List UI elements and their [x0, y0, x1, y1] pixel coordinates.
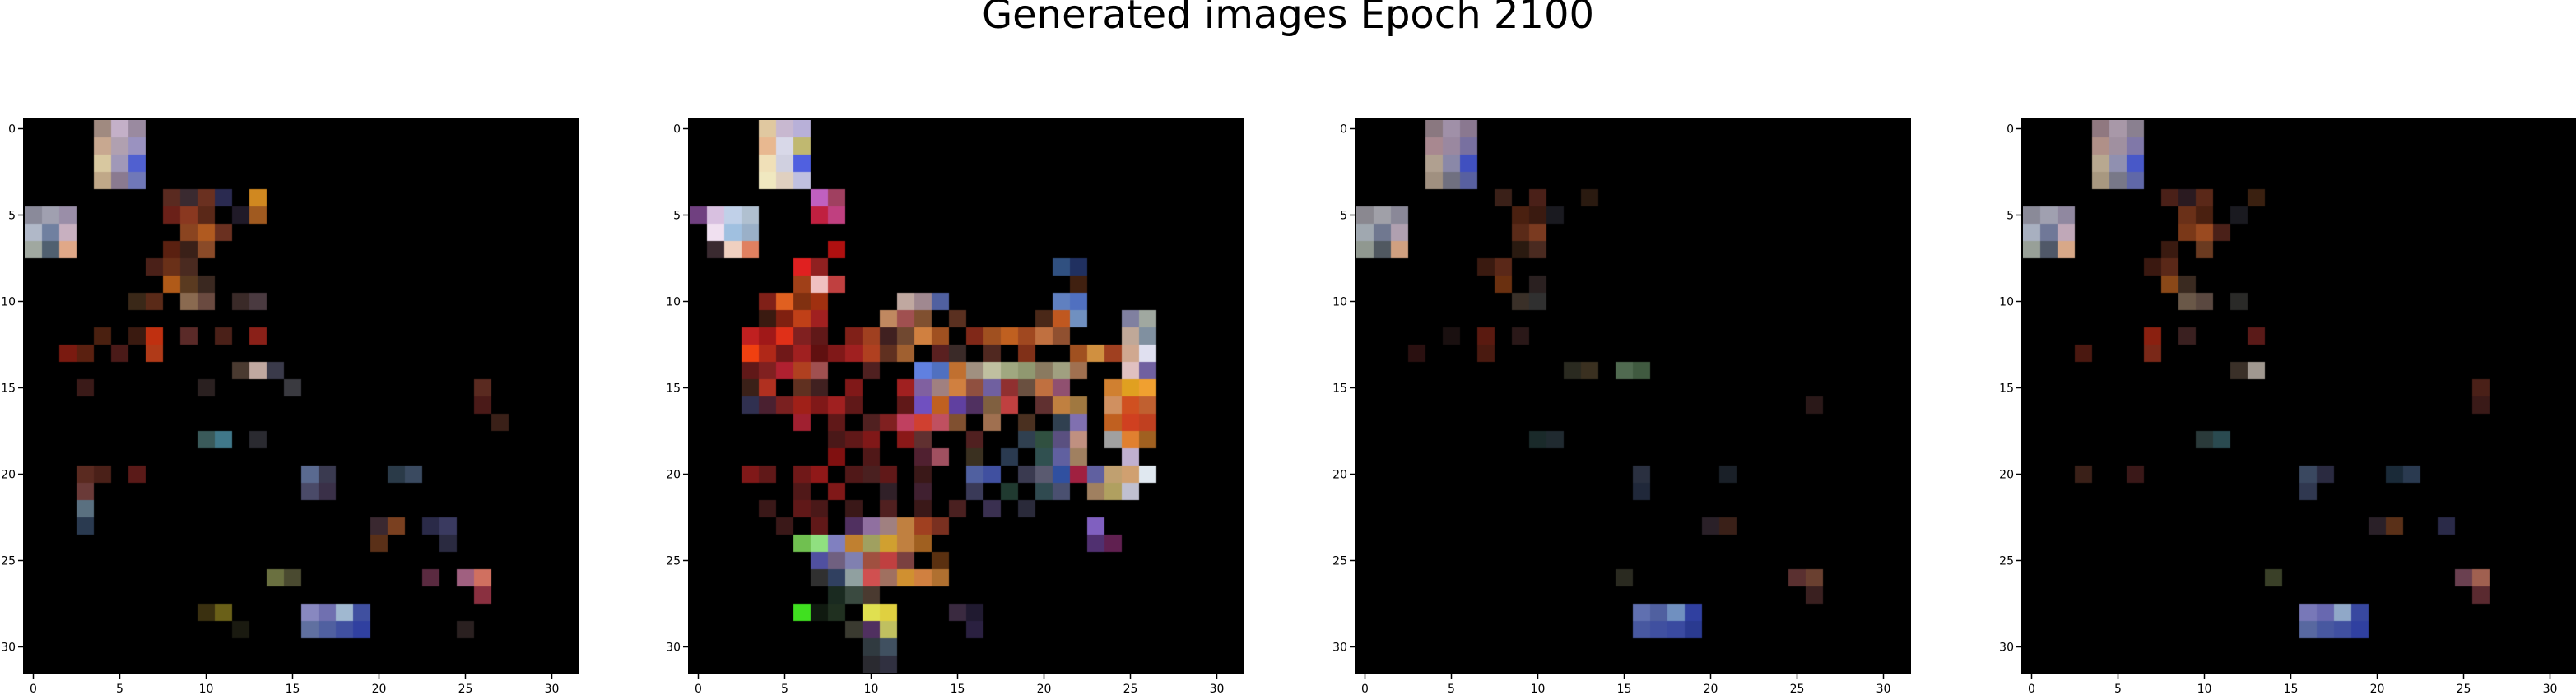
y-tick-label-1-0: 0	[8, 123, 16, 137]
y-tick-label-1-2: 10	[1, 296, 16, 309]
x-tick-label-2-0: 0	[695, 683, 702, 695]
generated-image-2	[690, 120, 1243, 673]
x-tick-label-3-2: 10	[1531, 683, 1546, 695]
y-tick-label-4-4: 20	[1999, 469, 2014, 482]
y-tick-label-3-6: 30	[1332, 642, 1347, 655]
x-tick-label-4-0: 0	[2028, 683, 2035, 695]
generated-image-3	[1356, 120, 1909, 673]
x-tick-label-1-5: 25	[458, 683, 473, 695]
x-tick-label-3-4: 20	[1704, 683, 1718, 695]
generated-image-1	[25, 120, 578, 673]
figure-title: Generated images Epoch 2100	[981, 0, 1595, 38]
y-tick-label-3-4: 20	[1332, 469, 1347, 482]
x-tick-label-1-2: 10	[199, 683, 214, 695]
x-tick-label-1-6: 30	[545, 683, 560, 695]
y-tick-label-2-1: 5	[673, 210, 681, 223]
y-tick-label-2-0: 0	[673, 123, 681, 137]
x-tick-label-3-1: 5	[1448, 683, 1455, 695]
y-tick-label-1-1: 5	[8, 210, 16, 223]
x-tick-label-4-2: 10	[2197, 683, 2212, 695]
x-tick-label-1-3: 15	[286, 683, 300, 695]
image-panel-4	[2021, 118, 2576, 674]
y-tick-label-4-5: 25	[1999, 555, 2014, 568]
y-tick-label-3-5: 25	[1332, 555, 1347, 568]
x-tick-label-3-0: 0	[1361, 683, 1369, 695]
image-panel-1	[23, 118, 579, 674]
y-tick-label-1-4: 20	[1, 469, 16, 482]
image-panel-2	[688, 118, 1244, 674]
y-tick-label-1-6: 30	[1, 642, 16, 655]
x-tick-label-1-4: 20	[372, 683, 387, 695]
y-tick-label-4-0: 0	[2006, 123, 2014, 137]
x-tick-label-4-6: 30	[2543, 683, 2558, 695]
y-tick-label-3-2: 10	[1332, 296, 1347, 309]
x-tick-label-4-3: 15	[2284, 683, 2299, 695]
y-tick-label-4-2: 10	[1999, 296, 2014, 309]
x-tick-label-4-4: 20	[2370, 683, 2385, 695]
image-panel-3	[1355, 118, 1911, 674]
y-tick-label-2-2: 10	[666, 296, 681, 309]
y-tick-label-3-0: 0	[1340, 123, 1347, 137]
y-tick-label-2-4: 20	[666, 469, 681, 482]
x-tick-label-1-0: 0	[30, 683, 37, 695]
x-tick-label-2-4: 20	[1037, 683, 1052, 695]
generated-image-4	[2023, 120, 2576, 673]
x-tick-label-3-3: 15	[1617, 683, 1632, 695]
x-tick-label-2-2: 10	[864, 683, 879, 695]
x-tick-label-4-1: 5	[2114, 683, 2122, 695]
y-tick-label-2-5: 25	[666, 555, 681, 568]
y-tick-label-1-3: 15	[1, 382, 16, 396]
y-tick-label-4-3: 15	[1999, 382, 2014, 396]
y-tick-label-1-5: 25	[1, 555, 16, 568]
x-tick-label-2-1: 5	[781, 683, 788, 695]
y-tick-label-3-3: 15	[1332, 382, 1347, 396]
x-tick-label-1-1: 5	[116, 683, 123, 695]
y-tick-label-4-6: 30	[1999, 642, 2014, 655]
y-tick-label-4-1: 5	[2006, 210, 2014, 223]
x-tick-label-3-5: 25	[1790, 683, 1805, 695]
x-tick-label-2-3: 15	[951, 683, 965, 695]
x-tick-label-2-6: 30	[1210, 683, 1225, 695]
x-tick-label-4-5: 25	[2457, 683, 2471, 695]
y-tick-label-2-3: 15	[666, 382, 681, 396]
y-tick-label-2-6: 30	[666, 642, 681, 655]
x-tick-label-3-6: 30	[1876, 683, 1891, 695]
y-tick-label-3-1: 5	[1340, 210, 1347, 223]
x-tick-label-2-5: 25	[1123, 683, 1138, 695]
